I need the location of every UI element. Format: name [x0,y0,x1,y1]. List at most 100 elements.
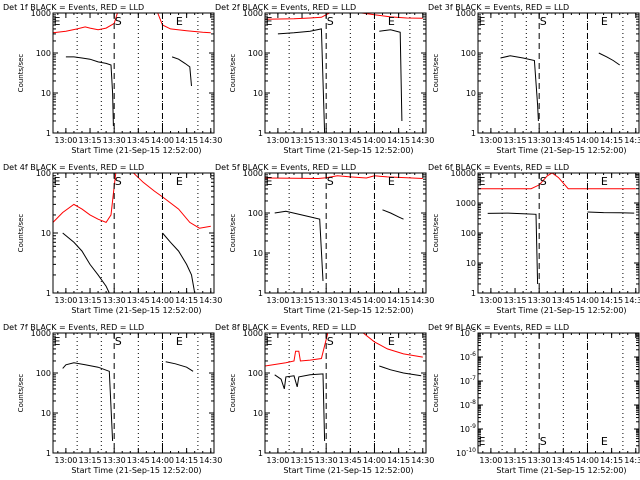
x-tick-label: 14:30 [411,456,434,465]
lld-rate-line [362,333,423,358]
x-tick-label: 14:30 [199,136,222,145]
events-rate-line [62,232,110,293]
event-marker-label: E [479,15,486,28]
x-tick-label: 13:15 [78,136,101,145]
panel-title: Det 9f BLACK = Events, RED = LLD [428,323,569,332]
event-marker-label: S [540,15,547,28]
events-rate-line [171,56,192,87]
event-marker-label: S [327,335,334,348]
y-tick-label: 10 [466,89,476,98]
y-tick-label: 1000 [243,9,263,18]
events-rate-line [379,365,422,377]
event-marker-label: E [176,15,183,28]
x-axis-label: Start Time (21-Sep-15 12:52:00) [283,146,413,155]
y-tick-label: 10 [41,89,51,98]
x-tick-label: 13:30 [528,456,551,465]
panel-title: Det 4f BLACK = Events, RED = LLD [3,163,144,172]
x-tick-label: 13:00 [479,296,502,305]
event-marker-label: E [54,175,61,188]
y-tick-label: 1 [46,289,51,298]
y-tick-label: 10 [41,229,51,238]
event-marker-label: E [266,15,273,28]
x-tick-label: 13:30 [315,456,338,465]
events-rate-line [65,56,114,127]
x-tick-label: 14:00 [151,136,174,145]
x-tick-label: 13:15 [78,296,101,305]
detector-panel: Det 6f BLACK = Events, RED = LLD E S E 1 10 10… [428,163,640,315]
x-tick-label: 14:00 [151,296,174,305]
y-tick-label: 1000 [243,329,263,338]
events-rate-line [274,373,326,442]
y-tick-label: 100 [248,49,263,58]
x-tick-label: 13:45 [339,136,362,145]
event-marker-label: E [601,175,608,188]
x-tick-label: 14:15 [600,296,623,305]
y-tick-label: 1 [471,289,476,298]
plot-frame [264,12,427,134]
y-tick-label: 1000 [31,9,51,18]
x-tick-label: 14:15 [175,296,198,305]
x-axis-label: Start Time (21-Sep-15 12:52:00) [496,306,626,315]
event-marker-label: S [327,15,334,28]
lld-rate-line [478,173,636,190]
x-tick-label: 13:45 [339,456,362,465]
y-tick-label: 10-5 [460,327,476,338]
y-tick-label: 100 [461,49,476,58]
event-marker-label: E [601,435,608,448]
y-tick-label: 1000 [243,169,263,178]
detector-panel: Det 4f BLACK = Events, RED = LLD E S E 1 10 10… [3,163,222,315]
x-tick-label: 13:30 [103,136,126,145]
event-marker-label: E [54,15,61,28]
y-tick-label: 10 [253,409,263,418]
y-axis-label: Counts/sec [229,214,237,253]
lld-rate-line [53,13,118,34]
detector-panel: Det 8f BLACK = Events, RED = LLD E S E 1 10 10… [215,323,434,475]
y-tick-label: 100 [36,49,51,58]
lld-rate-line [265,13,330,20]
event-marker-label: E [601,15,608,28]
y-tick-label: 100 [248,369,263,378]
x-tick-label: 13:15 [78,456,101,465]
events-rate-line [165,361,194,372]
events-rate-line [274,210,324,282]
x-tick-label: 13:30 [103,296,126,305]
y-tick-label: 10 [41,409,51,418]
x-tick-label: 13:45 [552,136,575,145]
panel-title: Det 1f BLACK = Events, RED = LLD [3,3,144,12]
x-tick-label: 13:15 [503,136,526,145]
plot-frame [477,12,640,134]
y-axis-label: Counts/sec [229,374,237,413]
event-marker-label: E [176,335,183,348]
x-tick-label: 13:00 [266,296,289,305]
events-rate-line [598,52,620,66]
x-axis-label: Start Time (21-Sep-15 12:52:00) [496,146,626,155]
event-marker-label: E [388,175,395,188]
plot-frame [52,12,215,134]
x-tick-label: 13:45 [552,456,575,465]
x-tick-label: 14:00 [576,456,599,465]
lld-rate-line [265,333,329,367]
events-rate-line [162,232,196,293]
detector-panel: Det 7f BLACK = Events, RED = LLD E S E 1 10 10… [3,323,222,475]
event-marker-label: S [540,175,547,188]
x-tick-label: 13:30 [528,136,551,145]
x-tick-label: 13:00 [479,456,502,465]
x-tick-label: 14:00 [576,296,599,305]
x-tick-label: 14:15 [175,136,198,145]
event-marker-label: E [176,175,183,188]
x-tick-label: 13:45 [339,296,362,305]
events-rate-line [62,362,114,442]
x-tick-label: 13:45 [552,296,575,305]
x-tick-label: 14:15 [387,456,410,465]
x-axis-label: Start Time (21-Sep-15 12:52:00) [496,466,626,475]
x-axis-label: Start Time (21-Sep-15 12:52:00) [71,146,201,155]
x-tick-label: 13:00 [54,136,77,145]
lld-rate-line [53,173,117,224]
x-tick-label: 13:00 [266,136,289,145]
panel-title: Det 5f BLACK = Events, RED = LLD [215,163,356,172]
x-tick-label: 14:30 [624,456,640,465]
y-tick-label: 100 [36,169,51,178]
lld-rate-line [157,13,211,34]
